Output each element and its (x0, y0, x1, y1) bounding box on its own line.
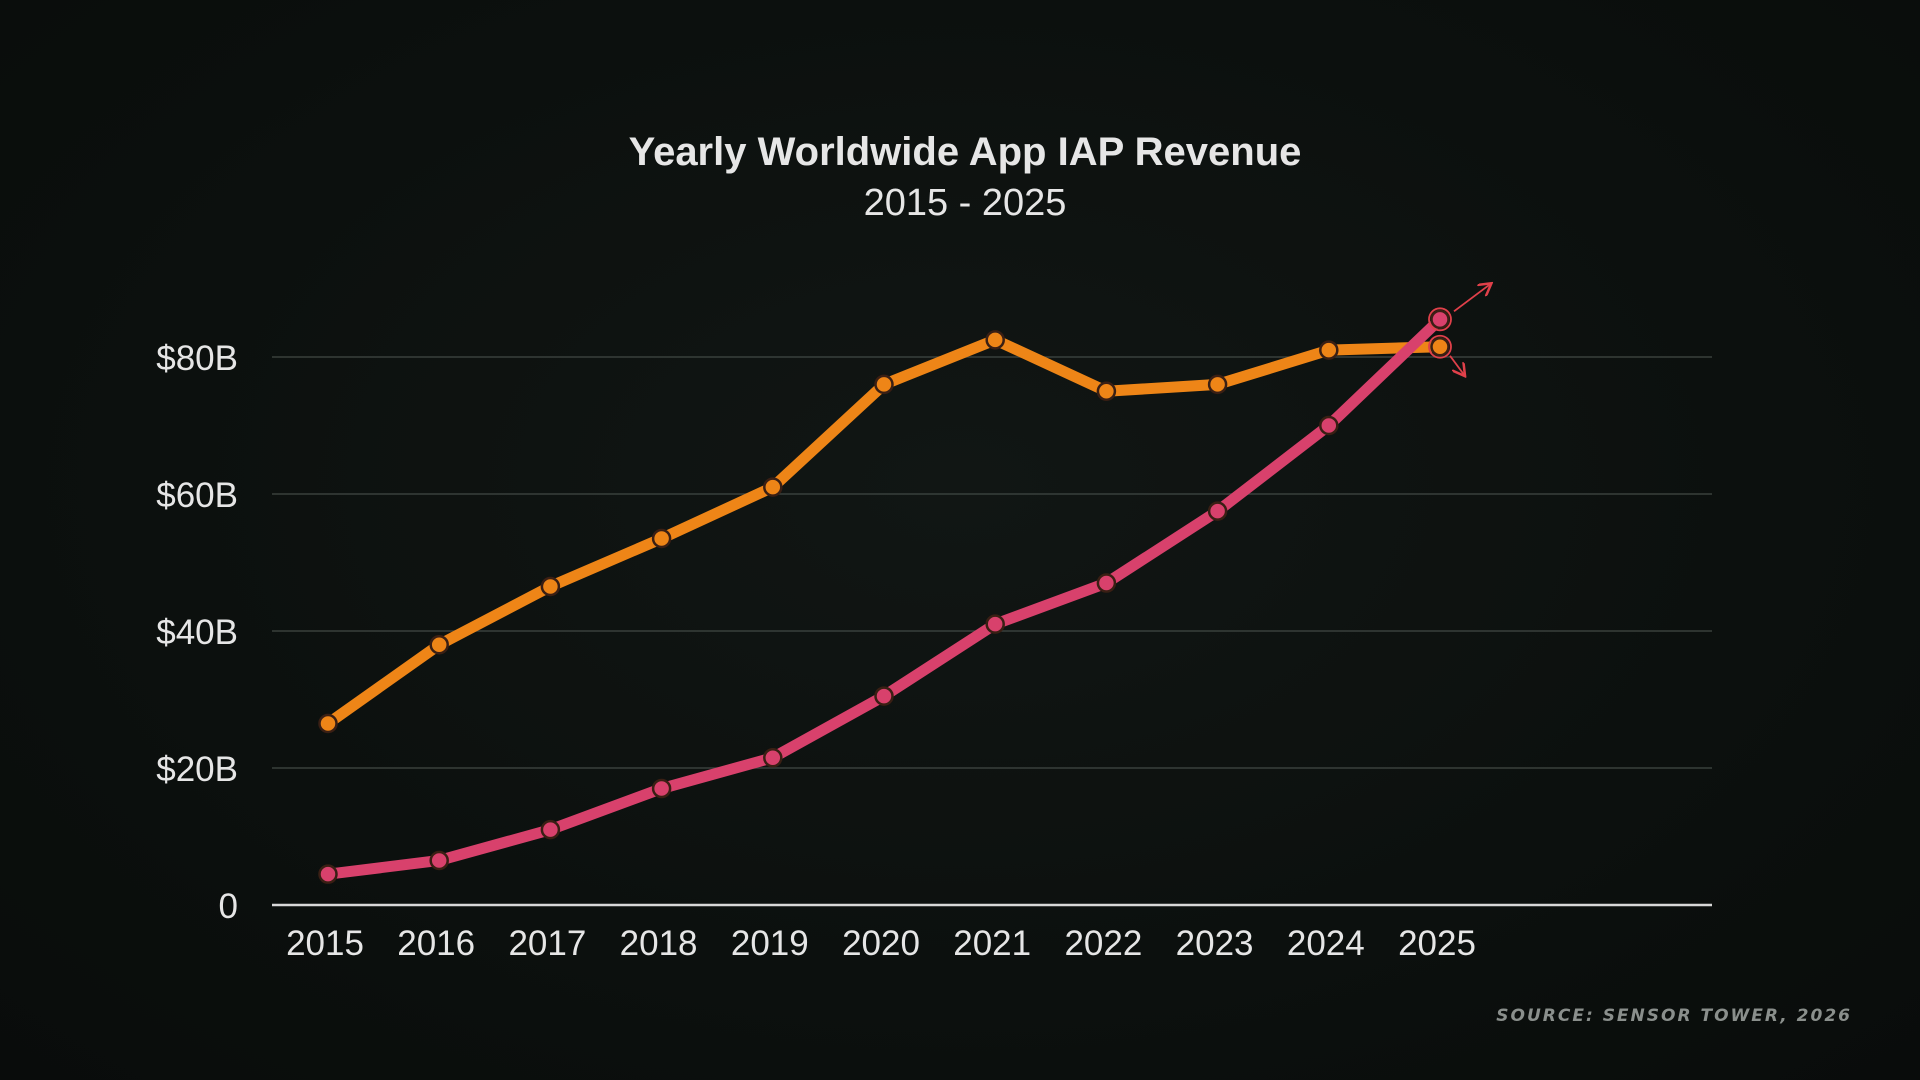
up-arrow-icon (1453, 284, 1490, 313)
series-1 (318, 309, 1450, 884)
endpoint-annotations (1428, 284, 1490, 375)
data-point (1096, 381, 1117, 401)
data-point (1096, 573, 1117, 593)
x-tick-label: 2015 (286, 924, 364, 963)
series-lines (318, 309, 1450, 884)
data-point (763, 747, 783, 768)
y-tick-label: $20B (156, 750, 238, 789)
x-tick-label: 2017 (508, 924, 586, 963)
data-point (318, 864, 338, 884)
data-point (1430, 336, 1450, 357)
x-tick-label: 2024 (1287, 924, 1365, 963)
x-tick-label: 2016 (397, 924, 475, 963)
chart-subtitle: 2015 - 2025 (864, 182, 1067, 224)
chart-title: Yearly Worldwide App IAP Revenue (629, 130, 1302, 174)
data-point (540, 819, 561, 840)
x-tick-labels: 2015 2016 2017 2018 2019 2020 2021 2022 2023 2024… (286, 924, 1476, 963)
data-point (874, 374, 894, 395)
data-point (1207, 501, 1228, 521)
data-point (1430, 309, 1450, 330)
data-point (318, 713, 338, 734)
endpoint-ring (1428, 307, 1452, 332)
source-note: SOURCE: SENSOR TOWER, 2026 (1496, 1006, 1852, 1026)
x-tick-label: 2023 (1176, 924, 1254, 963)
series-line (322, 334, 1446, 729)
x-tick-label: 2025 (1398, 924, 1476, 963)
data-point (874, 686, 894, 706)
x-tick-label: 2021 (953, 924, 1031, 963)
data-point (651, 528, 672, 549)
data-point (651, 778, 672, 799)
data-point (985, 614, 1005, 634)
series-0 (318, 330, 1450, 734)
down-arrow-icon (1449, 355, 1464, 375)
data-point (985, 330, 1005, 350)
data-point (763, 477, 783, 497)
x-tick-label: 2019 (731, 924, 809, 963)
y-tick-labels: 0 $20B $40B $60B $80B (156, 339, 238, 926)
y-tick-label: $60B (156, 476, 238, 515)
series-line (322, 313, 1446, 880)
y-tick-label: 0 (219, 887, 238, 926)
data-point (1207, 374, 1228, 395)
x-tick-label: 2020 (842, 924, 920, 963)
data-point (1319, 340, 1339, 360)
x-tick-label: 2018 (620, 924, 698, 963)
x-tick-label: 2022 (1064, 924, 1142, 963)
data-point (540, 576, 561, 597)
data-point (429, 850, 449, 871)
y-tick-label: $80B (156, 339, 238, 378)
endpoint-ring (1428, 334, 1452, 359)
gridlines (272, 356, 1712, 769)
data-point (429, 634, 449, 655)
y-tick-label: $40B (156, 613, 238, 652)
data-point (1319, 415, 1339, 436)
